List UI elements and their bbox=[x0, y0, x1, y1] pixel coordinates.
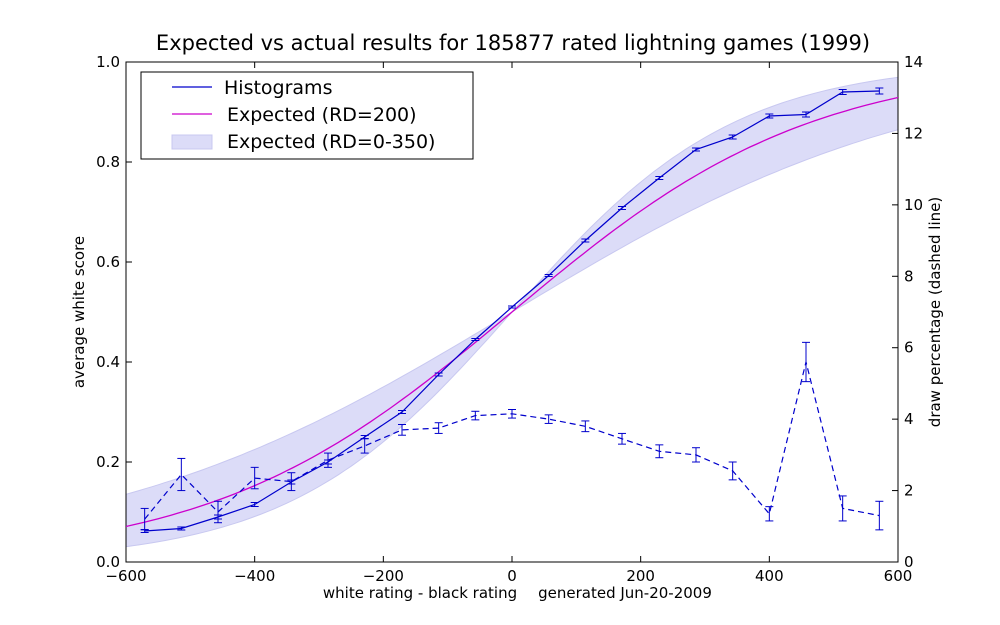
series-layer bbox=[125, 87, 899, 533]
y-tick-label: 0.0 bbox=[96, 553, 120, 571]
legend-label-histograms: Histograms bbox=[224, 77, 332, 99]
y-right-tick-label: 10 bbox=[904, 196, 923, 214]
x-tick-label: 600 bbox=[884, 567, 913, 585]
legend-label-expected: Expected (RD=200) bbox=[227, 104, 417, 126]
x-tick-label: −400 bbox=[234, 567, 275, 585]
legend: Histograms Expected (RD=200) Expected (R… bbox=[140, 71, 474, 160]
y-tick-label: 0.2 bbox=[96, 453, 120, 471]
y-right-tick-label: 0 bbox=[904, 553, 914, 571]
x-tick-label: −600 bbox=[105, 567, 146, 585]
x-tick-label: 0 bbox=[507, 567, 517, 585]
x-tick-label: 200 bbox=[626, 567, 655, 585]
legend-swatch-band bbox=[171, 134, 213, 150]
y-right-tick-label: 14 bbox=[904, 53, 923, 71]
x-axis-label: white rating - black rating bbox=[323, 584, 517, 602]
y-tick-label: 0.8 bbox=[96, 153, 120, 171]
y-tick-label: 0.4 bbox=[96, 353, 120, 371]
y-tick-label: 1.0 bbox=[96, 53, 120, 71]
y-tick-label: 0.6 bbox=[96, 253, 120, 271]
y-axis-label: average white score bbox=[70, 236, 88, 388]
x-tick-label: −200 bbox=[363, 567, 404, 585]
y-right-tick-label: 4 bbox=[904, 410, 914, 428]
y-right-tick-label: 2 bbox=[904, 482, 914, 500]
x-tick-label: 400 bbox=[755, 567, 784, 585]
y-right-tick-label: 12 bbox=[904, 124, 923, 142]
x-axis-note: generated Jun-20-2009 bbox=[538, 584, 712, 602]
tick-layer: −600 −400 −200 0 200 400 600 0.0 0.2 0.4 0.6 0.8 1.0… bbox=[96, 53, 923, 585]
chart-title: Expected vs actual results for 185877 ra… bbox=[156, 31, 870, 55]
y-right-tick-label: 6 bbox=[904, 339, 914, 357]
y-right-tick-label: 8 bbox=[904, 267, 914, 285]
legend-label-band: Expected (RD=0-350) bbox=[227, 131, 435, 153]
y-right-axis-label: draw percentage (dashed line) bbox=[926, 197, 944, 427]
